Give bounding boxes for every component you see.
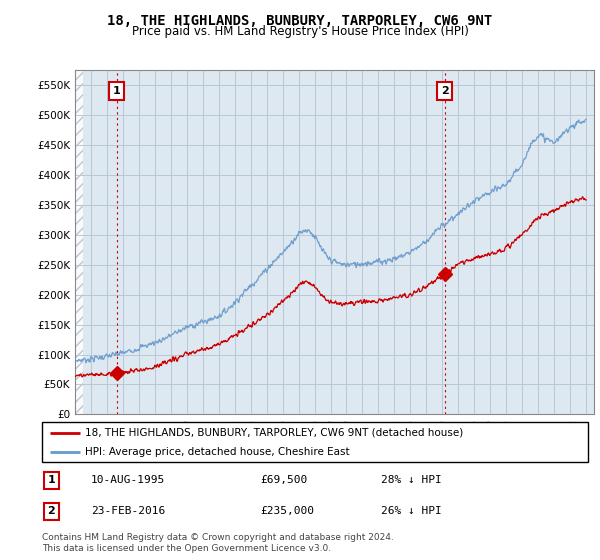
Text: 26% ↓ HPI: 26% ↓ HPI — [380, 506, 441, 516]
Text: 28% ↓ HPI: 28% ↓ HPI — [380, 475, 441, 486]
Text: 1: 1 — [113, 86, 121, 96]
Text: HPI: Average price, detached house, Cheshire East: HPI: Average price, detached house, Ches… — [85, 447, 349, 457]
Text: 1: 1 — [47, 475, 55, 486]
Text: 2: 2 — [47, 506, 55, 516]
Text: £69,500: £69,500 — [260, 475, 308, 486]
Text: £235,000: £235,000 — [260, 506, 314, 516]
Text: Price paid vs. HM Land Registry's House Price Index (HPI): Price paid vs. HM Land Registry's House … — [131, 25, 469, 38]
Text: 18, THE HIGHLANDS, BUNBURY, TARPORLEY, CW6 9NT (detached house): 18, THE HIGHLANDS, BUNBURY, TARPORLEY, C… — [85, 428, 463, 437]
Text: 2: 2 — [441, 86, 449, 96]
Text: Contains HM Land Registry data © Crown copyright and database right 2024.
This d: Contains HM Land Registry data © Crown c… — [42, 533, 394, 553]
Text: 10-AUG-1995: 10-AUG-1995 — [91, 475, 166, 486]
Text: 23-FEB-2016: 23-FEB-2016 — [91, 506, 166, 516]
Text: 18, THE HIGHLANDS, BUNBURY, TARPORLEY, CW6 9NT: 18, THE HIGHLANDS, BUNBURY, TARPORLEY, C… — [107, 14, 493, 28]
